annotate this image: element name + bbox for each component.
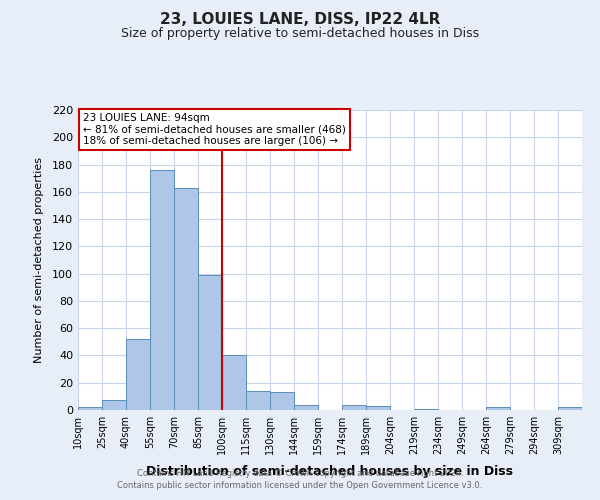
X-axis label: Distribution of semi-detached houses by size in Diss: Distribution of semi-detached houses by … [146,466,514,478]
Text: Contains HM Land Registry data © Crown copyright and database right 2024.: Contains HM Land Registry data © Crown c… [137,468,463,477]
Y-axis label: Number of semi-detached properties: Number of semi-detached properties [34,157,44,363]
Text: 23, LOUIES LANE, DISS, IP22 4LR: 23, LOUIES LANE, DISS, IP22 4LR [160,12,440,28]
Bar [558,408,582,410]
Bar [174,188,198,410]
Text: Size of property relative to semi-detached houses in Diss: Size of property relative to semi-detach… [121,28,479,40]
Bar [486,408,510,410]
Bar [294,404,318,410]
Bar [78,408,102,410]
Bar [366,406,390,410]
Bar [270,392,294,410]
Bar [414,408,438,410]
Bar [150,170,174,410]
Text: Contains public sector information licensed under the Open Government Licence v3: Contains public sector information licen… [118,481,482,490]
Text: 23 LOUIES LANE: 94sqm
← 81% of semi-detached houses are smaller (468)
18% of sem: 23 LOUIES LANE: 94sqm ← 81% of semi-deta… [83,113,346,146]
Bar [126,339,150,410]
Bar [246,391,270,410]
Bar [342,404,366,410]
Bar [222,356,246,410]
Bar [102,400,126,410]
Bar [198,275,222,410]
